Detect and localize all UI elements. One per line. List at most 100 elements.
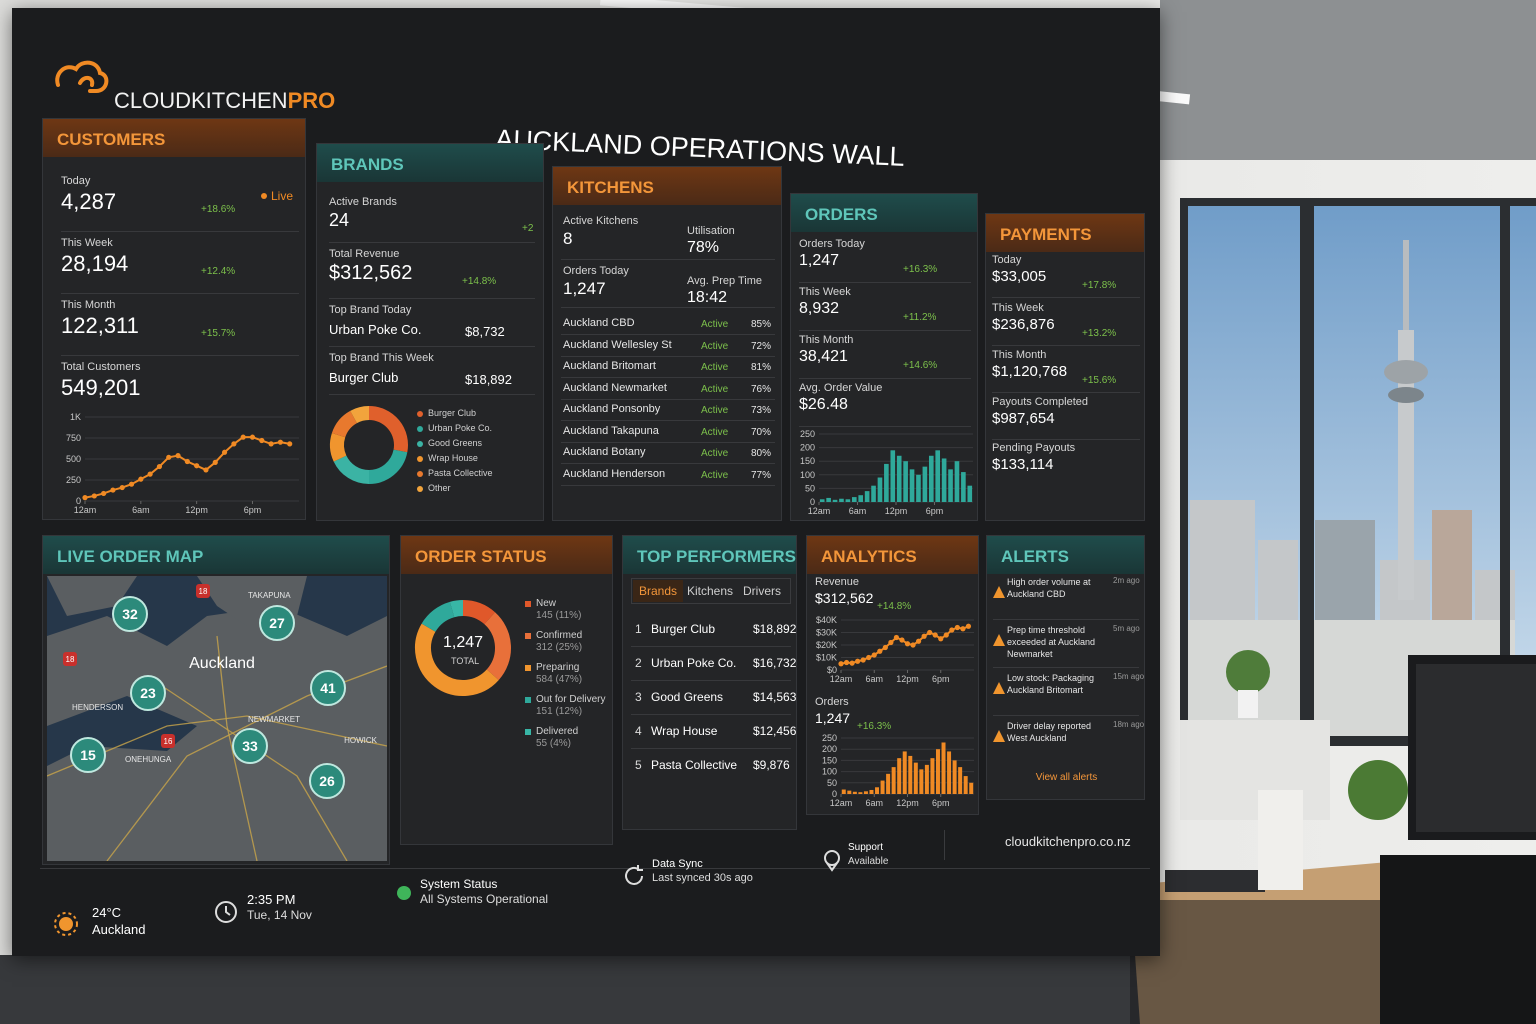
donut-segment	[462, 600, 496, 625]
stat-label: Orders Today	[563, 265, 629, 277]
point	[938, 636, 944, 642]
sync-arrow	[625, 865, 643, 885]
point	[221, 449, 228, 455]
bar	[935, 749, 940, 794]
point	[893, 634, 900, 641]
map-land	[47, 606, 387, 861]
donut-chart	[415, 600, 511, 696]
stat-label: Avg. Order Value	[799, 382, 883, 394]
point	[960, 626, 966, 632]
point	[249, 434, 256, 440]
legend-swatch	[525, 601, 531, 607]
legend-swatch	[417, 426, 423, 432]
bar	[916, 474, 921, 502]
x-tick-label: 6pm	[932, 674, 950, 684]
kitchen-name: Auckland Botany	[563, 446, 646, 458]
x-tick-label: 6pm	[926, 506, 944, 516]
bar	[947, 751, 952, 794]
panel-header	[43, 119, 305, 157]
rank: 3	[635, 690, 642, 704]
point	[128, 481, 135, 487]
x-tick-label: 6am	[865, 798, 883, 808]
tab[interactable]: Kitchens	[686, 584, 734, 598]
y-tick-label: 0	[76, 496, 81, 506]
sync-icon	[625, 865, 643, 885]
support-icon	[824, 850, 840, 872]
alert-icon	[993, 682, 1005, 694]
order-cluster	[310, 670, 346, 706]
panel-title: LIVE ORDER MAP	[57, 547, 204, 566]
panel-title: KITCHENS	[567, 178, 654, 197]
donut-total-label: TOTAL	[451, 656, 480, 666]
donut-segment	[421, 601, 455, 633]
point	[888, 639, 894, 646]
performer-revenue: $9,876	[753, 758, 790, 772]
y-tick-label: 100	[822, 767, 837, 777]
donut-chart	[330, 406, 408, 484]
map-water-inlet	[47, 696, 197, 766]
stat-change: +16.3%	[903, 264, 938, 275]
panel-header	[317, 144, 543, 182]
stat-value: 1,247	[563, 279, 606, 298]
stat-change: +11.2%	[903, 312, 937, 323]
point	[910, 642, 916, 648]
clock-hands	[225, 906, 231, 916]
rank: 4	[635, 724, 642, 738]
kitchen-name: Auckland Henderson	[563, 467, 666, 480]
point	[194, 463, 200, 469]
y-tick-label: 200	[800, 443, 815, 453]
laptop	[1165, 870, 1265, 892]
bar	[928, 455, 934, 502]
stat-label: Revenue	[815, 576, 860, 588]
chart: 0 250 500 750 1K 12am 6am 12pm 6pm	[66, 412, 299, 515]
sky-tower	[1384, 240, 1428, 600]
stat-label: Payouts Completed	[992, 396, 1088, 408]
order-cluster-count: 41	[320, 680, 336, 696]
payments-panel: PAYMENTS Today $33,005 +17.8% This Week $236,…	[985, 213, 1145, 521]
kitchen-status: Active	[701, 383, 729, 395]
alerts-panel: ALERTS High order volume at Auckland CBD 2…	[986, 535, 1145, 800]
kitchen-name: Auckland Takapuna	[563, 424, 659, 437]
kitchen-utilisation: 77%	[751, 469, 772, 481]
alert-time: 15m ago	[1113, 672, 1145, 681]
divider	[561, 463, 775, 464]
panel-title: ANALYTICS	[821, 547, 917, 566]
y-tick-label: $30K	[816, 628, 837, 638]
alert-icon	[993, 634, 1005, 646]
divider	[993, 619, 1139, 620]
order-cluster	[259, 605, 295, 641]
divider	[329, 346, 535, 347]
stat-label: Total Revenue	[329, 248, 400, 260]
x-tick-label: 12am	[74, 505, 97, 515]
y-tick-label: 0	[832, 789, 837, 799]
point	[240, 434, 246, 440]
x-tick-label: 12pm	[896, 798, 919, 808]
divider	[631, 714, 791, 715]
stat-change: +14.8%	[877, 601, 912, 612]
tab[interactable]: Brands	[633, 580, 683, 602]
stat-value: $236,876	[992, 316, 1055, 333]
stat-label: Orders	[815, 696, 849, 708]
pin	[824, 850, 840, 866]
brands-panel: BRANDS Active Brands 24 +2 Total Revenue $312…	[316, 143, 544, 521]
tab[interactable]: Drivers	[743, 584, 781, 598]
stat-label: Active Brands	[329, 196, 397, 208]
alert-triangle	[993, 634, 1005, 646]
bar	[832, 499, 838, 502]
bar	[869, 789, 874, 794]
stat-label: Today	[61, 175, 91, 187]
footer-divider	[944, 830, 945, 860]
y-tick-label: $40K	[816, 615, 837, 625]
divider	[992, 392, 1140, 393]
stat-label: This Week	[992, 302, 1044, 314]
view-all-alerts-link[interactable]: View all alerts	[1035, 772, 1098, 783]
map-place: HENDERSON	[72, 703, 123, 712]
point	[855, 658, 861, 664]
legend-value: 584 (47%)	[536, 674, 583, 685]
y-tick-label: 100	[800, 470, 815, 480]
donut-segment	[368, 406, 408, 453]
stat-change: +15.7%	[201, 328, 236, 339]
stat-value: 28,194	[61, 251, 129, 276]
bar	[952, 760, 957, 794]
order-cluster	[112, 596, 148, 632]
